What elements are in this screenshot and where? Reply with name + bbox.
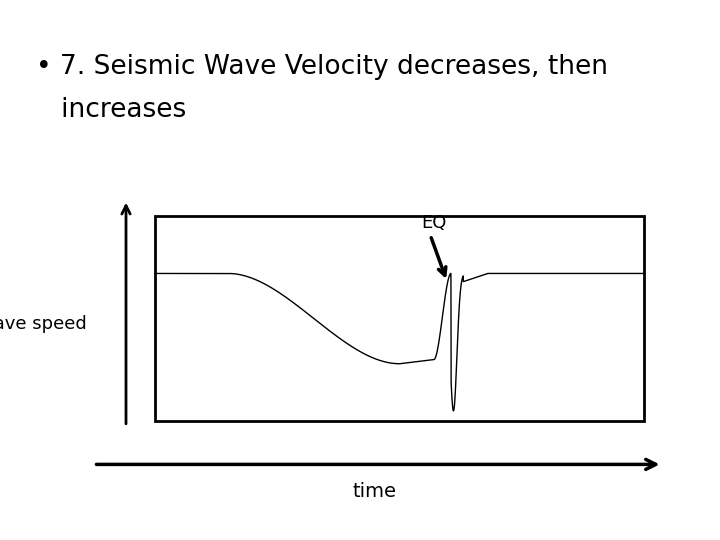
Text: • 7. Seismic Wave Velocity decreases, then: • 7. Seismic Wave Velocity decreases, th… [36, 54, 608, 80]
Text: Wave speed: Wave speed [0, 315, 86, 333]
Text: EQ: EQ [422, 214, 447, 232]
Bar [155, 216, 644, 421]
Text: increases: increases [36, 97, 186, 123]
Text: time: time [352, 482, 397, 501]
